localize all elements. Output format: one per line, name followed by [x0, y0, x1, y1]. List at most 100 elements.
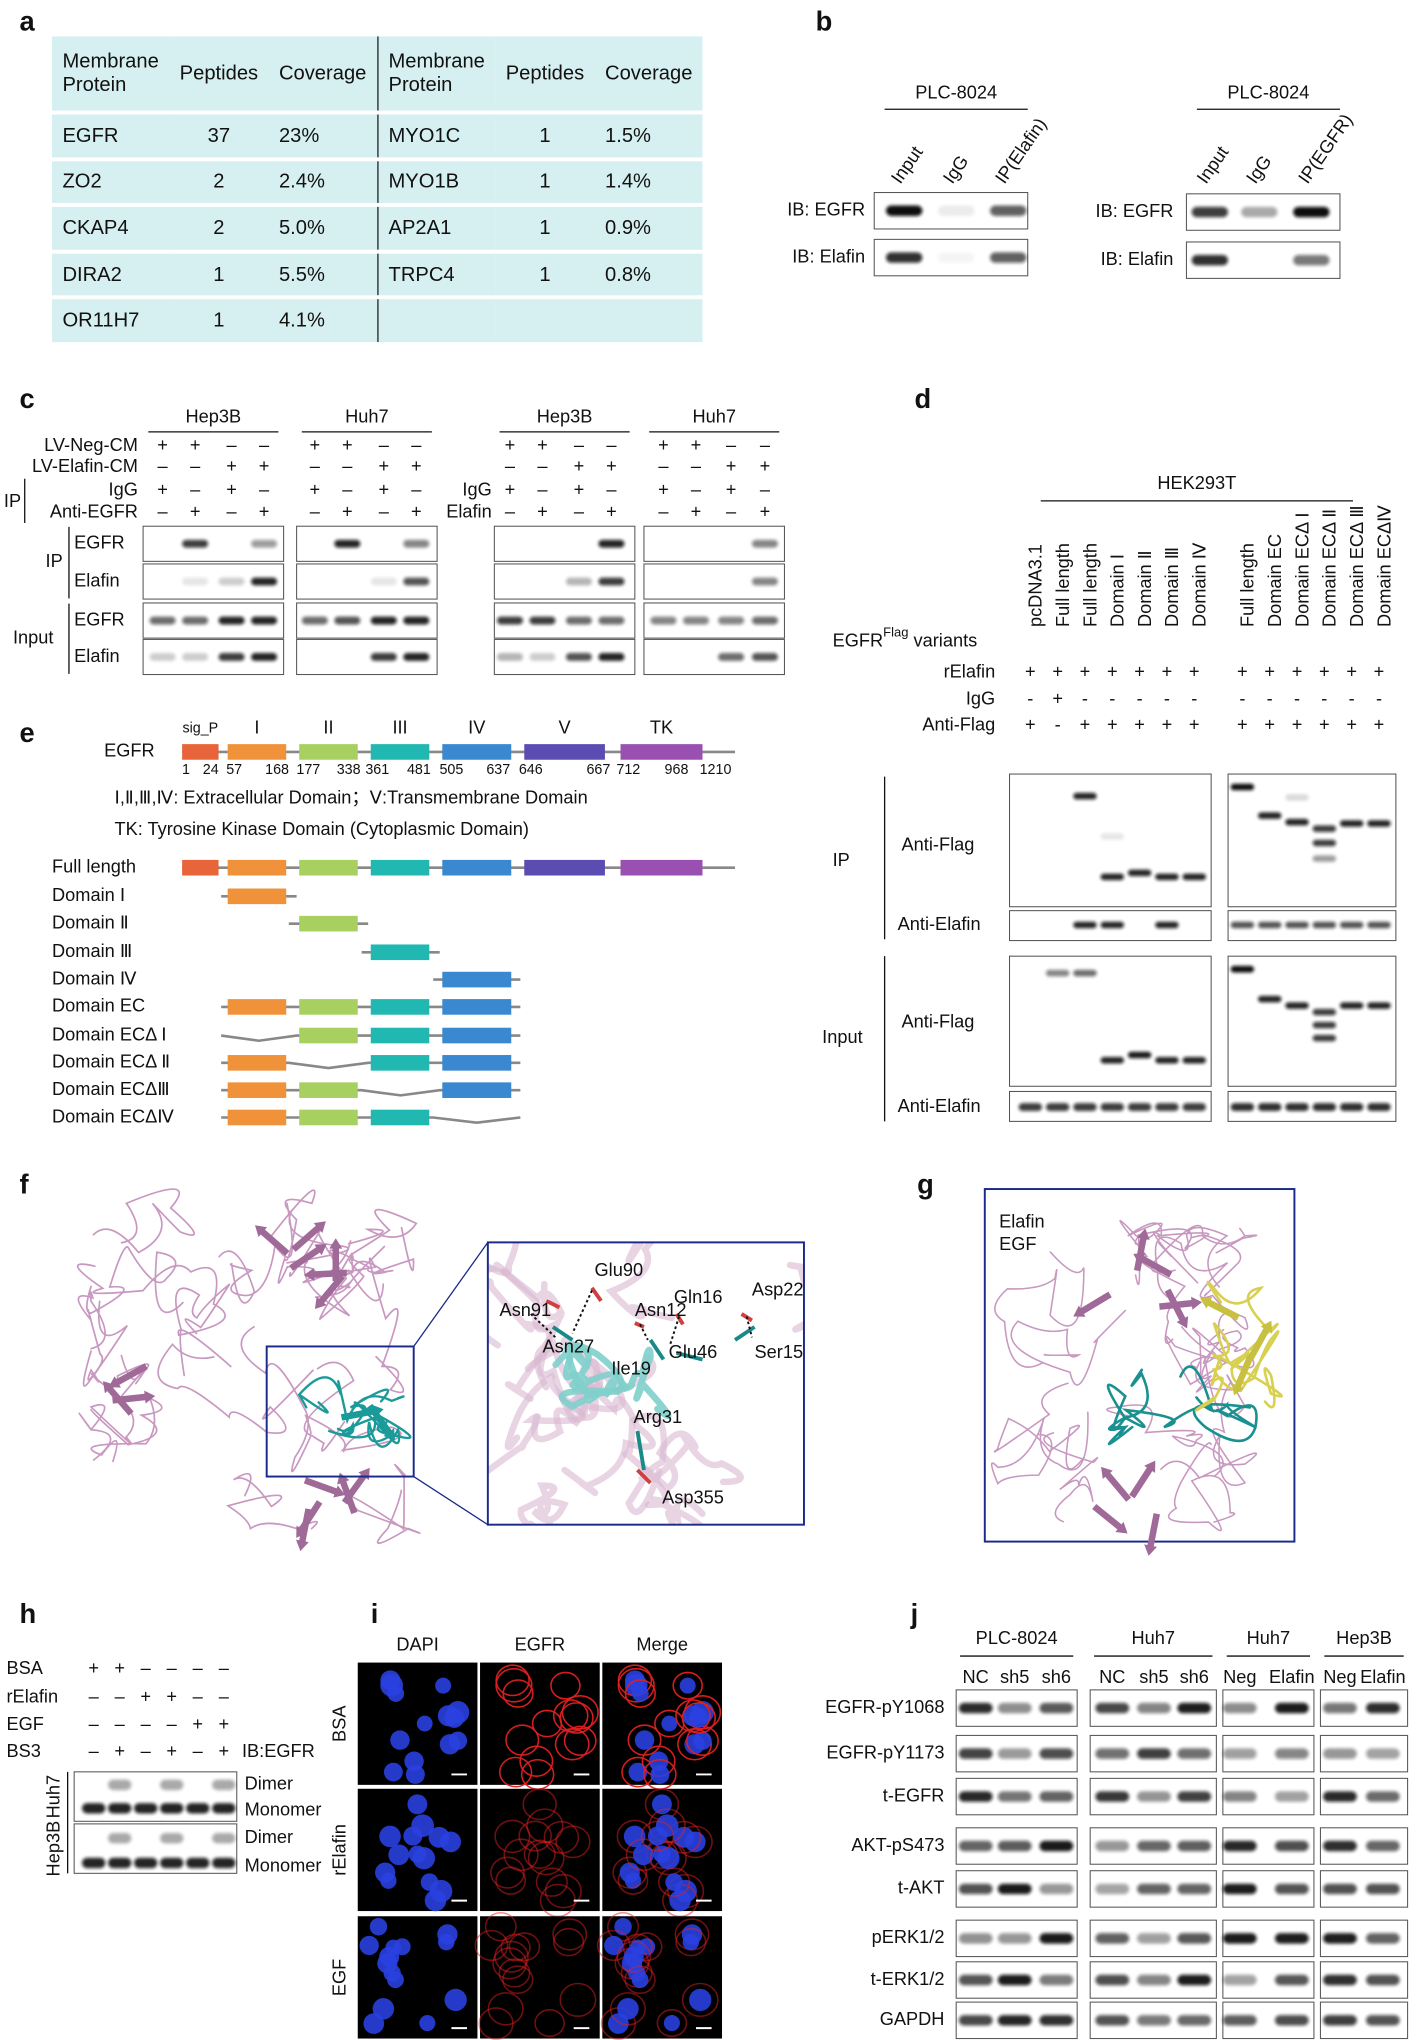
band	[370, 577, 397, 586]
sign: -	[1294, 689, 1300, 709]
table-cell: Membrane Protein	[377, 36, 496, 115]
band	[1230, 965, 1255, 973]
band	[1222, 2015, 1257, 2026]
panel-label: i	[371, 1598, 379, 1629]
table-cell: CKAP4	[52, 205, 170, 254]
sign: –	[760, 479, 771, 499]
band	[1323, 1748, 1357, 1759]
lane-label: Domain Ⅲ	[1162, 547, 1182, 627]
band	[958, 1748, 993, 1759]
sign: +	[411, 501, 422, 521]
band	[1257, 812, 1282, 819]
domain-block	[227, 1109, 287, 1126]
nucleus	[444, 1708, 465, 1728]
sign: -	[1082, 689, 1088, 709]
band-label: Dimer	[245, 1827, 294, 1847]
residue-label: Asn12	[635, 1300, 687, 1320]
row-label: EGF	[330, 1959, 350, 1996]
panel-label: j	[910, 1598, 919, 1629]
domain-block	[299, 1082, 358, 1098]
sign: +	[537, 435, 548, 455]
lane-label: Full length	[1238, 543, 1258, 627]
protein-label: EGFR	[104, 741, 155, 761]
membrane-stain	[656, 2009, 688, 2038]
band	[958, 1933, 993, 1944]
cell-line: Huh7	[345, 406, 389, 426]
band	[1312, 1103, 1337, 1111]
sign: +	[505, 435, 516, 455]
residue-label: Gln16	[674, 1287, 723, 1307]
band	[997, 2015, 1032, 2026]
band	[212, 1857, 236, 1869]
sign: +	[1080, 661, 1091, 681]
band	[370, 653, 397, 661]
beta-sheet	[1133, 1253, 1173, 1278]
nucleus	[663, 2015, 680, 2032]
membrane-stain	[503, 1838, 539, 1872]
band	[1222, 1702, 1257, 1714]
residue-label: Ser15	[755, 1342, 804, 1362]
side-chain	[676, 1351, 703, 1362]
position-label: 168	[265, 762, 289, 778]
nucleus	[444, 1988, 467, 2012]
band	[958, 1883, 993, 1895]
membrane-stain	[607, 1911, 640, 1942]
band	[937, 205, 975, 216]
band	[370, 616, 397, 625]
nucleus	[632, 1844, 654, 1866]
ribbon	[218, 1202, 294, 1304]
domain-block	[299, 859, 358, 876]
membrane-stain	[505, 1724, 540, 1756]
band	[1039, 2015, 1074, 2026]
nucleus	[435, 1677, 452, 1694]
row-label: EGFR-pY1173	[826, 1742, 944, 1762]
construct-label: Domain ECΔ Ⅱ	[52, 1052, 170, 1072]
blot-frame	[1008, 773, 1212, 908]
construct-label: Domain EC	[52, 996, 145, 1016]
band	[529, 653, 556, 661]
nucleus	[388, 1844, 410, 1866]
band	[1293, 254, 1330, 266]
lane-label: Domain Ⅱ	[1135, 550, 1155, 627]
band	[1137, 1840, 1171, 1852]
sign: +	[114, 1658, 125, 1678]
sign: –	[658, 501, 669, 521]
construct-label: Domain Ⅰ	[52, 885, 125, 905]
band	[1365, 1748, 1400, 1759]
ribbon	[1106, 1365, 1215, 1431]
construct-label: Domain Ⅱ	[52, 912, 129, 932]
beta-sheet	[1092, 1503, 1128, 1534]
row-label: Anti-Flag	[922, 715, 995, 735]
membrane-stain	[640, 1820, 675, 1852]
lane-label: Full length	[1053, 543, 1073, 627]
membrane-stain	[648, 1808, 686, 1844]
sign: +	[760, 456, 771, 476]
sign: +	[1346, 715, 1357, 735]
nucleus	[652, 1794, 672, 1815]
position-label: 968	[665, 762, 689, 778]
sign: +	[190, 435, 201, 455]
table-cell: 1	[495, 251, 595, 300]
domain-block	[299, 999, 358, 1015]
sign: –	[606, 479, 617, 499]
band	[990, 205, 1027, 216]
band	[133, 1803, 158, 1814]
sign: -	[1055, 715, 1061, 735]
beta-sheet	[1159, 1296, 1203, 1310]
sign: +	[537, 501, 548, 521]
beta-sheet	[1101, 1466, 1132, 1502]
membrane-stain	[495, 1667, 533, 1703]
row-label: pERK1/2	[872, 1927, 945, 1947]
band	[107, 1779, 132, 1791]
cell-line: HEK293T	[1157, 473, 1236, 493]
sign: +	[157, 479, 168, 499]
row-label: IgG	[966, 689, 995, 709]
sign: –	[158, 456, 169, 476]
sign: –	[89, 1741, 100, 1761]
sign: –	[259, 479, 270, 499]
sign: +	[1319, 715, 1330, 735]
domain-block	[442, 859, 512, 876]
nucleus	[631, 1971, 649, 1989]
sign: -	[1321, 689, 1327, 709]
nucleus	[379, 1946, 400, 1967]
